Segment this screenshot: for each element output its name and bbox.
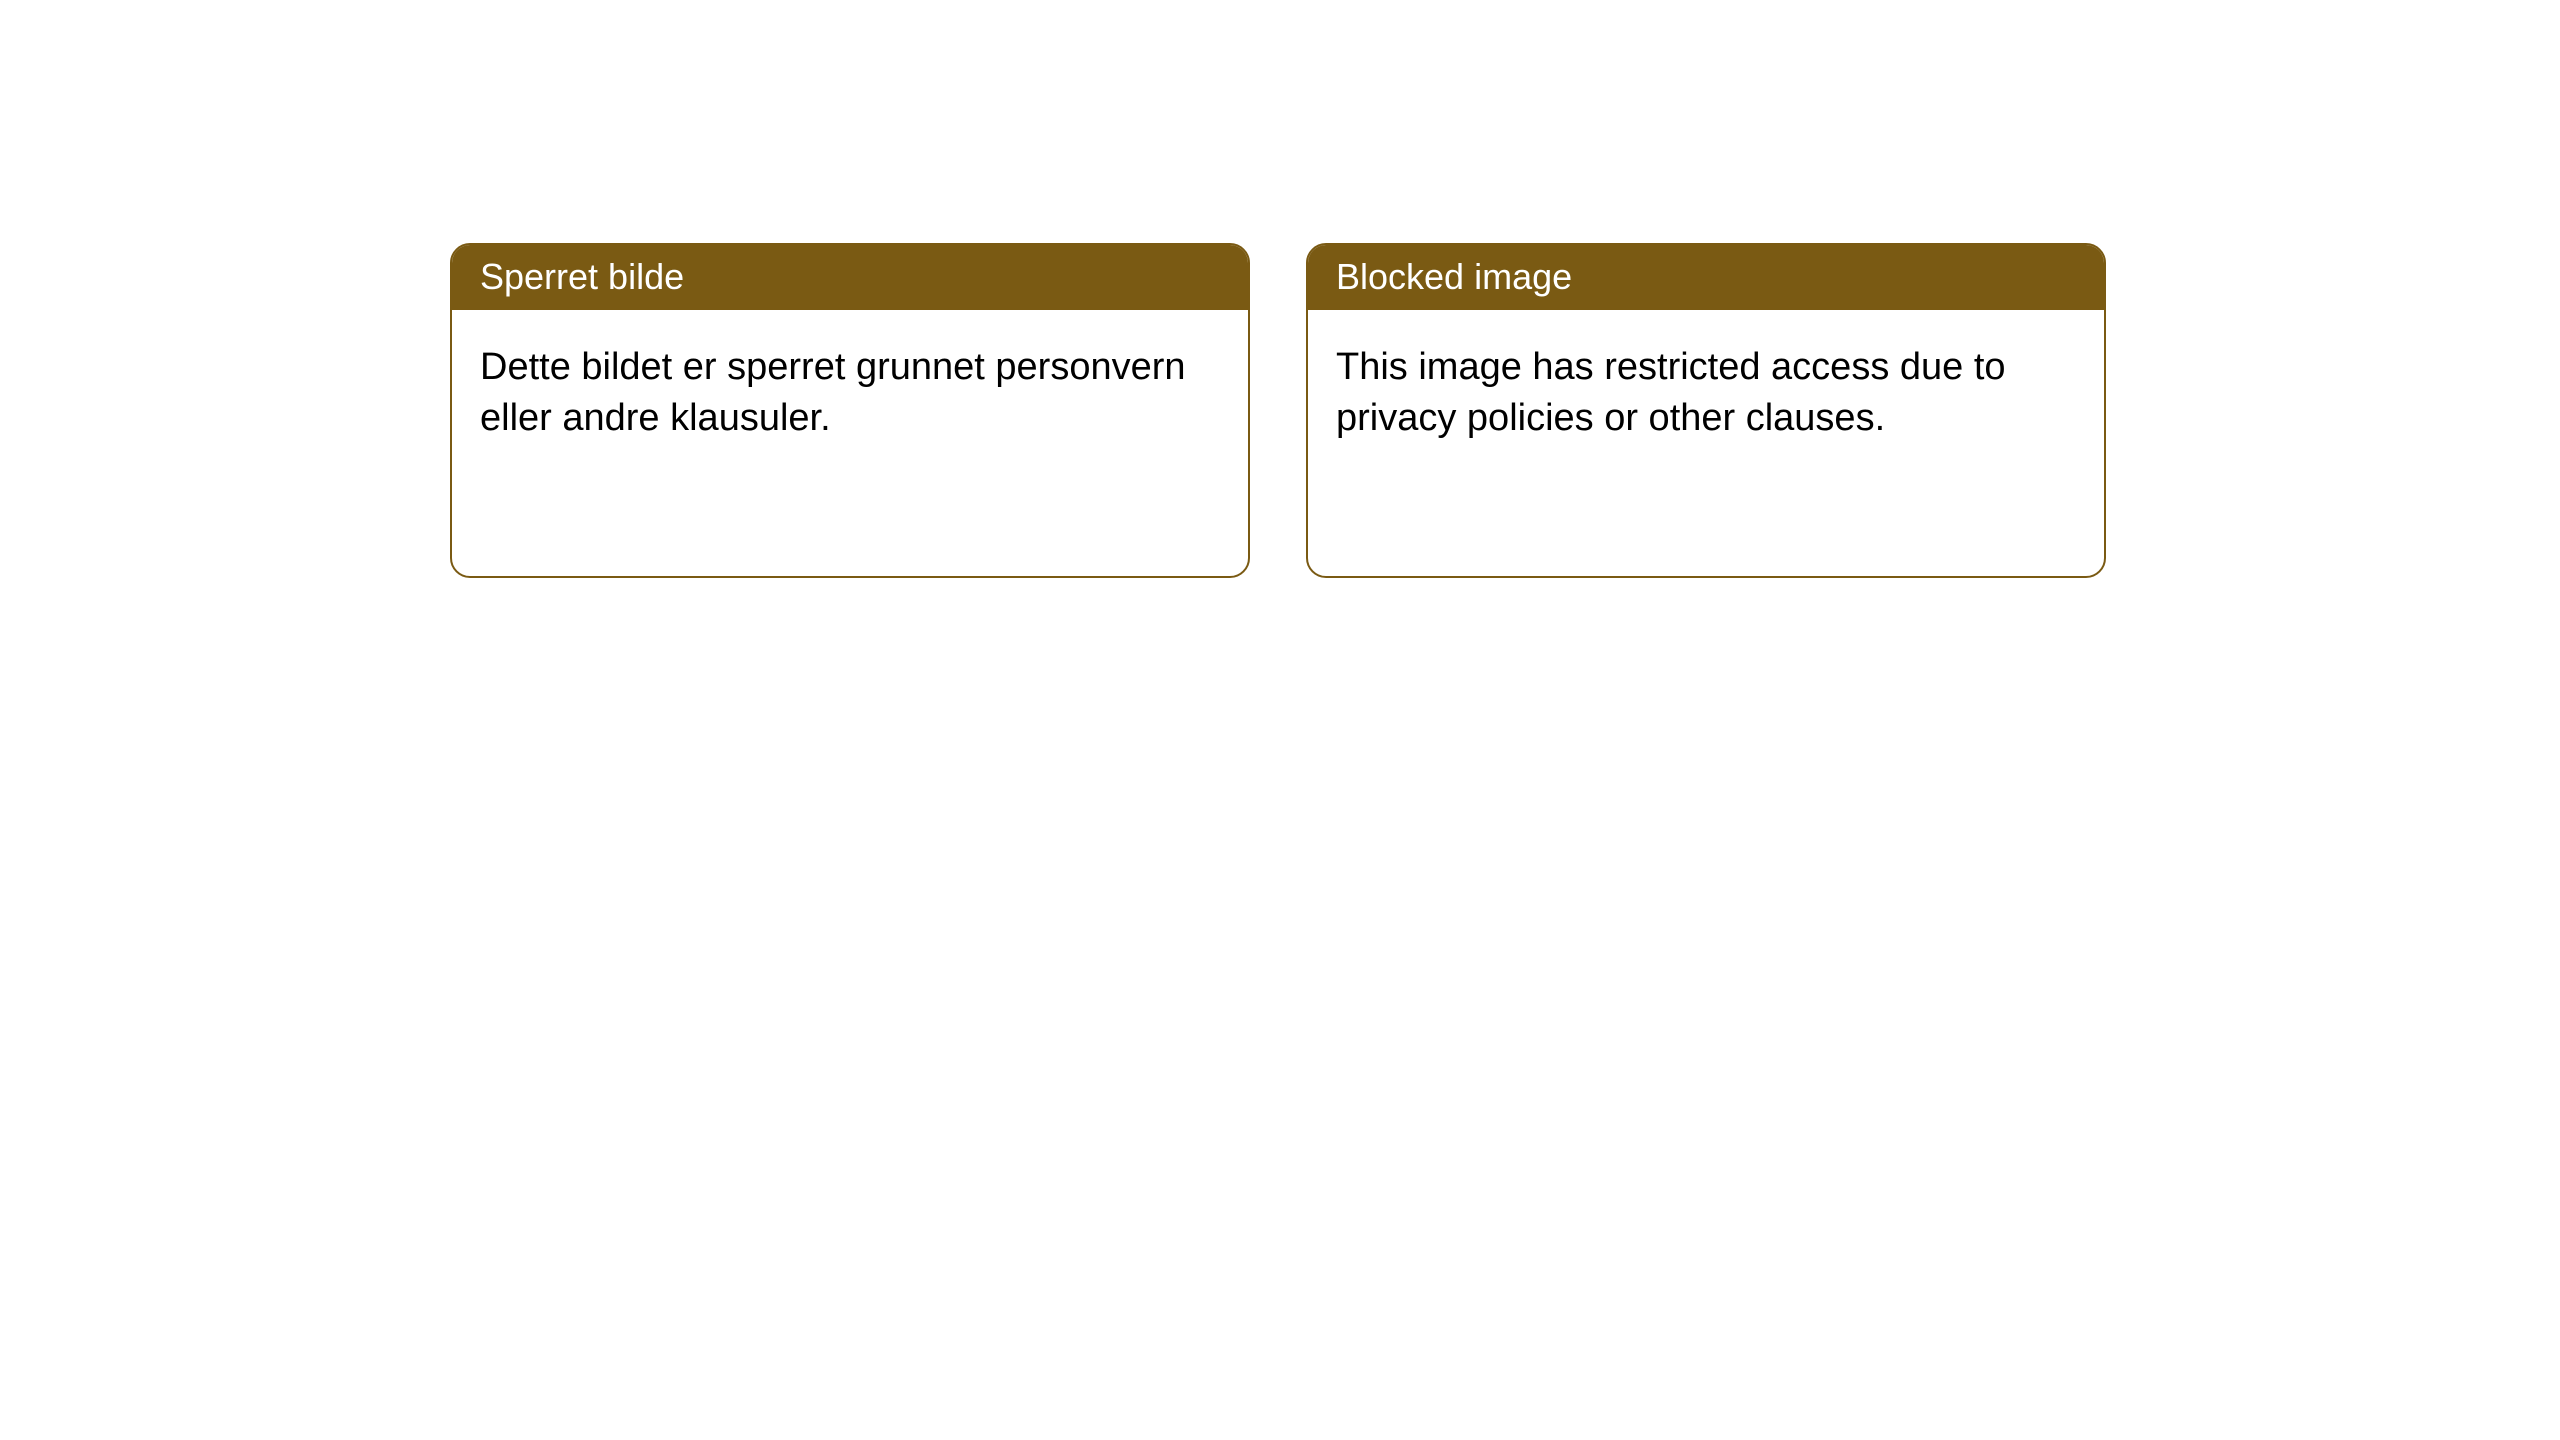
- notice-card-title: Sperret bilde: [452, 245, 1248, 310]
- notice-card-english: Blocked image This image has restricted …: [1306, 243, 2106, 578]
- notice-card-title: Blocked image: [1308, 245, 2104, 310]
- notice-container: Sperret bilde Dette bildet er sperret gr…: [450, 243, 2106, 578]
- notice-card-norwegian: Sperret bilde Dette bildet er sperret gr…: [450, 243, 1250, 578]
- notice-card-body: This image has restricted access due to …: [1308, 310, 2104, 477]
- notice-card-body: Dette bildet er sperret grunnet personve…: [452, 310, 1248, 477]
